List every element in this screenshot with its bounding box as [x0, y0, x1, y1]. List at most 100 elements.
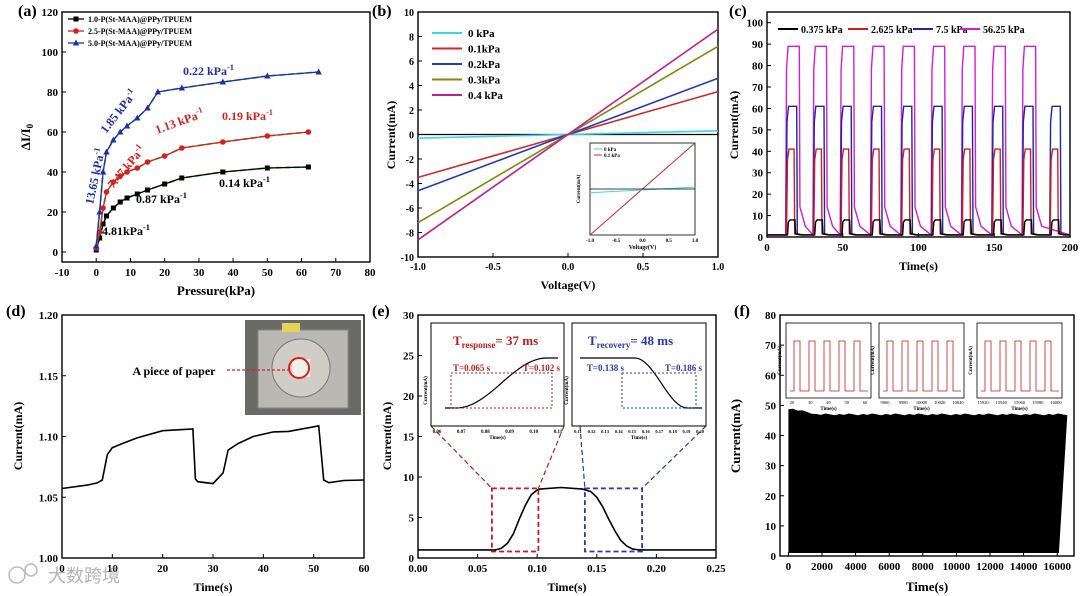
x-tick-label: 16000	[1043, 561, 1071, 573]
y-axis-label: Current(mA)	[384, 101, 398, 169]
x-tick-label: 0	[764, 242, 770, 254]
y-tick-label: 40	[752, 146, 764, 158]
inset-tick-label: 9980	[899, 400, 909, 405]
inset-response: T=0.065 s T=0.102 s 0.06 0.07 0.08 0.09 0.10 0.…	[424, 333, 563, 441]
inset-tick-label: 0.17	[655, 429, 664, 434]
inset-tick-label: 0.0	[639, 239, 646, 244]
inset-frame	[976, 322, 1063, 399]
x-tick-label: 0.25	[706, 563, 726, 575]
inset-time-label: T=0.102 s	[523, 363, 561, 373]
x-tick-label: 8000	[912, 561, 935, 573]
x-tick-label: 40	[228, 267, 240, 279]
x-tick-label: 60	[359, 563, 371, 575]
x-tick-label: -1.0	[410, 262, 426, 273]
x-tick-label: 0	[59, 563, 65, 575]
axes: -1.0 -0.5 0.0 0.5 1.0 -10 -8 -6 -4 -2 0 2 4 6 8 10 Volta…	[372, 3, 724, 292]
x-tick-label: 6000	[878, 561, 901, 573]
data-point	[264, 133, 271, 139]
inset-y-label: Current(mA)	[577, 174, 582, 203]
inset-tick-label: 0.10	[529, 430, 538, 435]
y-tick-label: 2	[409, 106, 414, 117]
zoom-connector	[579, 425, 586, 489]
legend-label: 0.1kPa	[468, 44, 501, 56]
inset-curve	[445, 357, 558, 409]
inset-x-label: Voltage(V)	[629, 244, 656, 251]
y-tick-label: -10	[401, 253, 414, 264]
x-axis-label: Time(s)	[906, 579, 948, 594]
y-tick-label: 20	[403, 391, 415, 403]
x-tick-label: 20	[157, 563, 169, 575]
panel-label: (b)	[372, 3, 392, 20]
data-point	[144, 104, 151, 111]
data-point	[110, 136, 117, 143]
y-axis-label: Current(mA)	[380, 402, 394, 470]
data-point	[144, 159, 151, 165]
inset-legend-label: 0.1 kPa	[604, 154, 620, 159]
inset-tick-label: 0.13	[601, 429, 610, 434]
x-tick-label: 0.15	[587, 563, 607, 575]
cycle-inset: 9960 9980 10000 10020 10040 Time(s) Current(mA…	[871, 322, 965, 412]
y-tick-label: 1.20	[39, 310, 59, 322]
data-point	[99, 168, 107, 175]
x-tick-label: 0.0	[562, 262, 575, 273]
y-tick-label: 20	[47, 207, 59, 219]
data-point	[162, 181, 168, 187]
warning-label	[282, 323, 300, 332]
inset-x-label: Time(s)	[1011, 407, 1028, 412]
x-tick-label: 14000	[1010, 561, 1038, 573]
zoom-box-response	[491, 487, 540, 553]
inset-frame	[878, 322, 965, 399]
x-tick-label: 20	[159, 267, 171, 279]
y-tick-label: 25	[403, 351, 415, 363]
series-line	[61, 424, 365, 490]
legend-marker	[73, 28, 79, 34]
watermark-text: 大数跨境	[48, 566, 120, 586]
inset-pulses	[790, 340, 868, 392]
data-point	[97, 235, 103, 241]
y-tick-label: 70	[765, 340, 777, 352]
inset-pulses	[981, 340, 1059, 392]
data-point	[178, 145, 185, 151]
watermark: 大数跨境	[8, 563, 120, 586]
x-axis-label: Time(s)	[899, 259, 938, 273]
data-point	[103, 213, 109, 219]
y-tick-label: 10	[403, 472, 415, 484]
inset-tick-label: 0.19	[683, 429, 692, 434]
y-tick-label: 30	[403, 310, 415, 322]
inset-tick-label: 0.5	[666, 239, 673, 244]
y-axis-label: ΔI/I0	[18, 123, 35, 150]
data-point	[179, 175, 185, 181]
y-tick-label: 40	[765, 431, 777, 443]
data-point	[134, 165, 141, 171]
legend-label: 2.625 kPa	[871, 25, 913, 36]
inset-tick-label: 15920	[977, 400, 989, 405]
data-point	[110, 179, 117, 185]
inset-tick-label: 20	[790, 400, 795, 405]
legend-label: 5.0-P(St-MAA)@PPy/TPUEM	[88, 39, 193, 48]
data-point	[96, 208, 103, 215]
x-tick-label: -0.5	[485, 262, 501, 273]
y-tick-label: 1.00	[39, 553, 59, 565]
cycle-inset: 15920 15940 15960 15980 16000 Time(s) Current(…	[969, 322, 1063, 412]
y-tick-label: 0	[771, 551, 777, 563]
y-tick-label: 50	[765, 400, 777, 412]
panel-label: (e)	[372, 303, 390, 320]
series-line	[95, 71, 319, 247]
zoom-connector	[537, 425, 565, 489]
inset-tick-label: -1.0	[586, 239, 594, 244]
data-point	[264, 72, 271, 79]
inset-recovery: T=0.138 s T=0.186 s 0.11 0.12 0.13 0.14 0.15 0.…	[565, 333, 705, 441]
y-tick-label: 120	[42, 7, 59, 19]
data-point	[178, 84, 185, 91]
legend-label: 0 kPa	[468, 28, 495, 40]
inset-tick-label: 9960	[881, 400, 891, 405]
inset-y-label: Current(mA)	[871, 346, 876, 375]
axes: 0 10 20 30 40 50 60 1.00 1.05 1.10 1.15 1.20 Time(s)…	[6, 303, 370, 594]
y-tick-label: 10	[765, 521, 777, 533]
x-tick-label: 50	[308, 563, 320, 575]
y-tick-label: 6	[409, 57, 414, 68]
y-tick-label: 5	[409, 513, 415, 525]
data-point	[305, 164, 311, 170]
y-tick-label: 8	[409, 33, 414, 44]
inset-legend-label: 0 kPa	[604, 148, 617, 153]
